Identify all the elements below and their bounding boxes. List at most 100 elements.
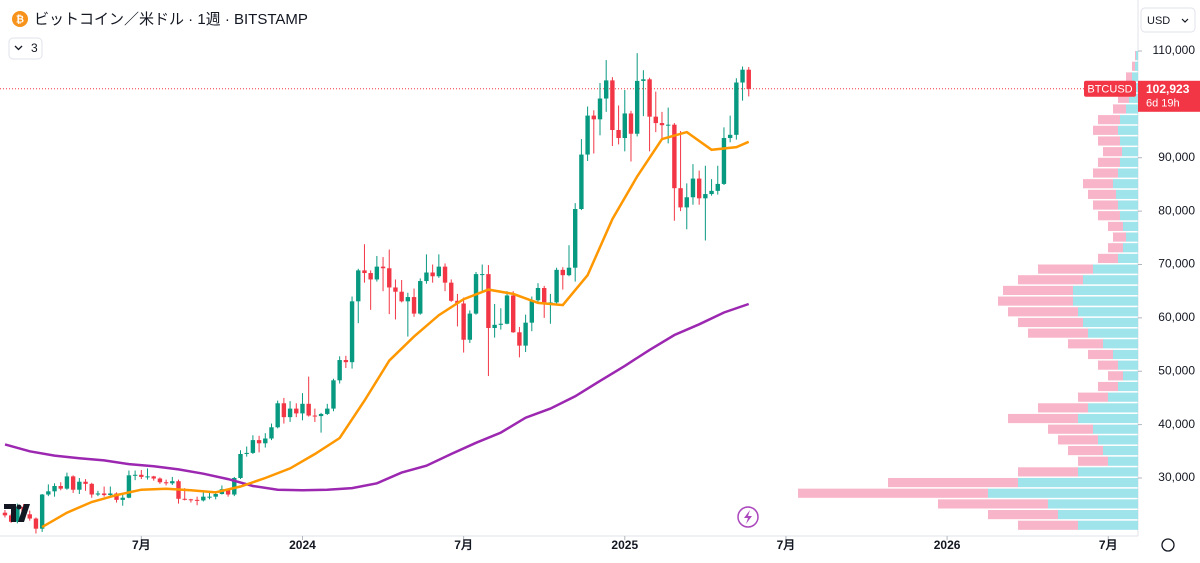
candle-body <box>436 266 442 277</box>
candle-body <box>659 123 665 126</box>
volume-down <box>1083 179 1113 189</box>
volume-up <box>1113 179 1138 189</box>
volume-down <box>1118 93 1129 103</box>
candle-body <box>225 489 231 495</box>
candle-body <box>157 478 163 483</box>
y-tick-label: 50,000 <box>1158 363 1195 377</box>
candle-body <box>585 115 590 155</box>
candle-body <box>244 452 249 454</box>
candle-body <box>387 268 392 288</box>
candle-body <box>95 493 101 495</box>
volume-down <box>1126 72 1132 82</box>
candle-body <box>560 269 566 276</box>
candle-body <box>213 493 218 497</box>
volume-up <box>1058 510 1138 520</box>
candle-body <box>101 493 107 496</box>
candle-body <box>566 267 572 276</box>
moving-average-line <box>41 130 750 529</box>
volume-down <box>1078 456 1108 466</box>
candle-body <box>188 499 194 501</box>
x-tick-label: 7月 <box>454 538 473 552</box>
candle-body <box>579 154 584 209</box>
x-tick-label: 2024 <box>289 538 316 552</box>
candle-body <box>628 113 634 134</box>
coin-icon <box>12 11 28 27</box>
volume-down <box>888 477 1018 488</box>
candle-body <box>33 518 39 529</box>
volume-down <box>1093 125 1118 135</box>
y-tick-label: 60,000 <box>1158 310 1195 324</box>
candle-body <box>684 197 689 208</box>
volume-down <box>1018 467 1078 477</box>
candle-body <box>746 69 751 89</box>
settings-icon[interactable] <box>1161 538 1175 552</box>
y-tick-label: 90,000 <box>1158 150 1195 164</box>
candle-body <box>517 332 522 346</box>
candle-body <box>498 323 504 325</box>
logo-dot <box>16 504 22 510</box>
volume-up <box>1126 104 1138 114</box>
candle-body <box>263 438 268 444</box>
volume-up <box>1088 328 1138 338</box>
chevron-icon <box>1181 18 1189 23</box>
candle-body <box>132 474 138 476</box>
candle-body <box>356 270 361 302</box>
volume-down <box>1068 339 1103 349</box>
price-label: 102,923 <box>1146 82 1190 96</box>
candle-body <box>120 497 125 500</box>
x-tick-label: 7月 <box>132 538 151 552</box>
volume-up <box>1078 467 1138 477</box>
candle-body <box>83 481 88 484</box>
candle-body <box>690 178 696 198</box>
candle-body <box>46 491 51 495</box>
lightning-icon <box>744 510 752 524</box>
candle-body <box>597 98 603 120</box>
candle-body <box>250 440 256 453</box>
candle-body <box>58 485 63 489</box>
candle-body <box>337 360 342 381</box>
candle-body <box>331 380 336 409</box>
volume-down <box>1008 413 1078 424</box>
volume-up <box>1118 360 1138 370</box>
candle-body <box>306 403 311 416</box>
candle-body <box>591 115 596 120</box>
volume-down <box>988 510 1058 520</box>
volume-down <box>1098 381 1118 392</box>
candle-body <box>610 80 615 131</box>
volume-up <box>1118 200 1138 210</box>
volume-down <box>1113 104 1126 114</box>
candle-body <box>362 270 367 274</box>
volume-up <box>1048 499 1138 509</box>
symbol-badge <box>1084 80 1136 97</box>
volume-up <box>1122 147 1138 157</box>
candle-body <box>461 303 466 340</box>
x-tick-label: 7月 <box>777 538 796 552</box>
candle-body <box>64 476 70 489</box>
volume-down <box>1098 136 1120 146</box>
candle-body <box>151 476 156 479</box>
candle-body <box>740 69 745 83</box>
candle-body <box>529 300 535 323</box>
candle-body <box>170 481 175 484</box>
volume-up <box>1120 211 1138 221</box>
volume-down <box>1018 520 1078 530</box>
candle-body <box>201 496 206 501</box>
logo-shape <box>4 504 30 522</box>
volume-up <box>1116 189 1138 199</box>
candle-body <box>734 82 739 135</box>
candle-body <box>194 499 200 501</box>
volume-up <box>1108 392 1138 402</box>
volume-up <box>1132 72 1138 82</box>
volume-down <box>1048 424 1093 434</box>
volume-down <box>1078 392 1108 402</box>
candle-body <box>89 483 94 495</box>
indicator-toggle[interactable] <box>8 37 43 60</box>
volume-down <box>1008 307 1078 317</box>
volume-down <box>1135 51 1136 61</box>
currency-button[interactable] <box>1140 7 1196 33</box>
candle-body <box>665 124 671 126</box>
candle-body <box>721 138 727 184</box>
candle-body <box>281 403 287 418</box>
volume-up <box>1083 275 1138 285</box>
